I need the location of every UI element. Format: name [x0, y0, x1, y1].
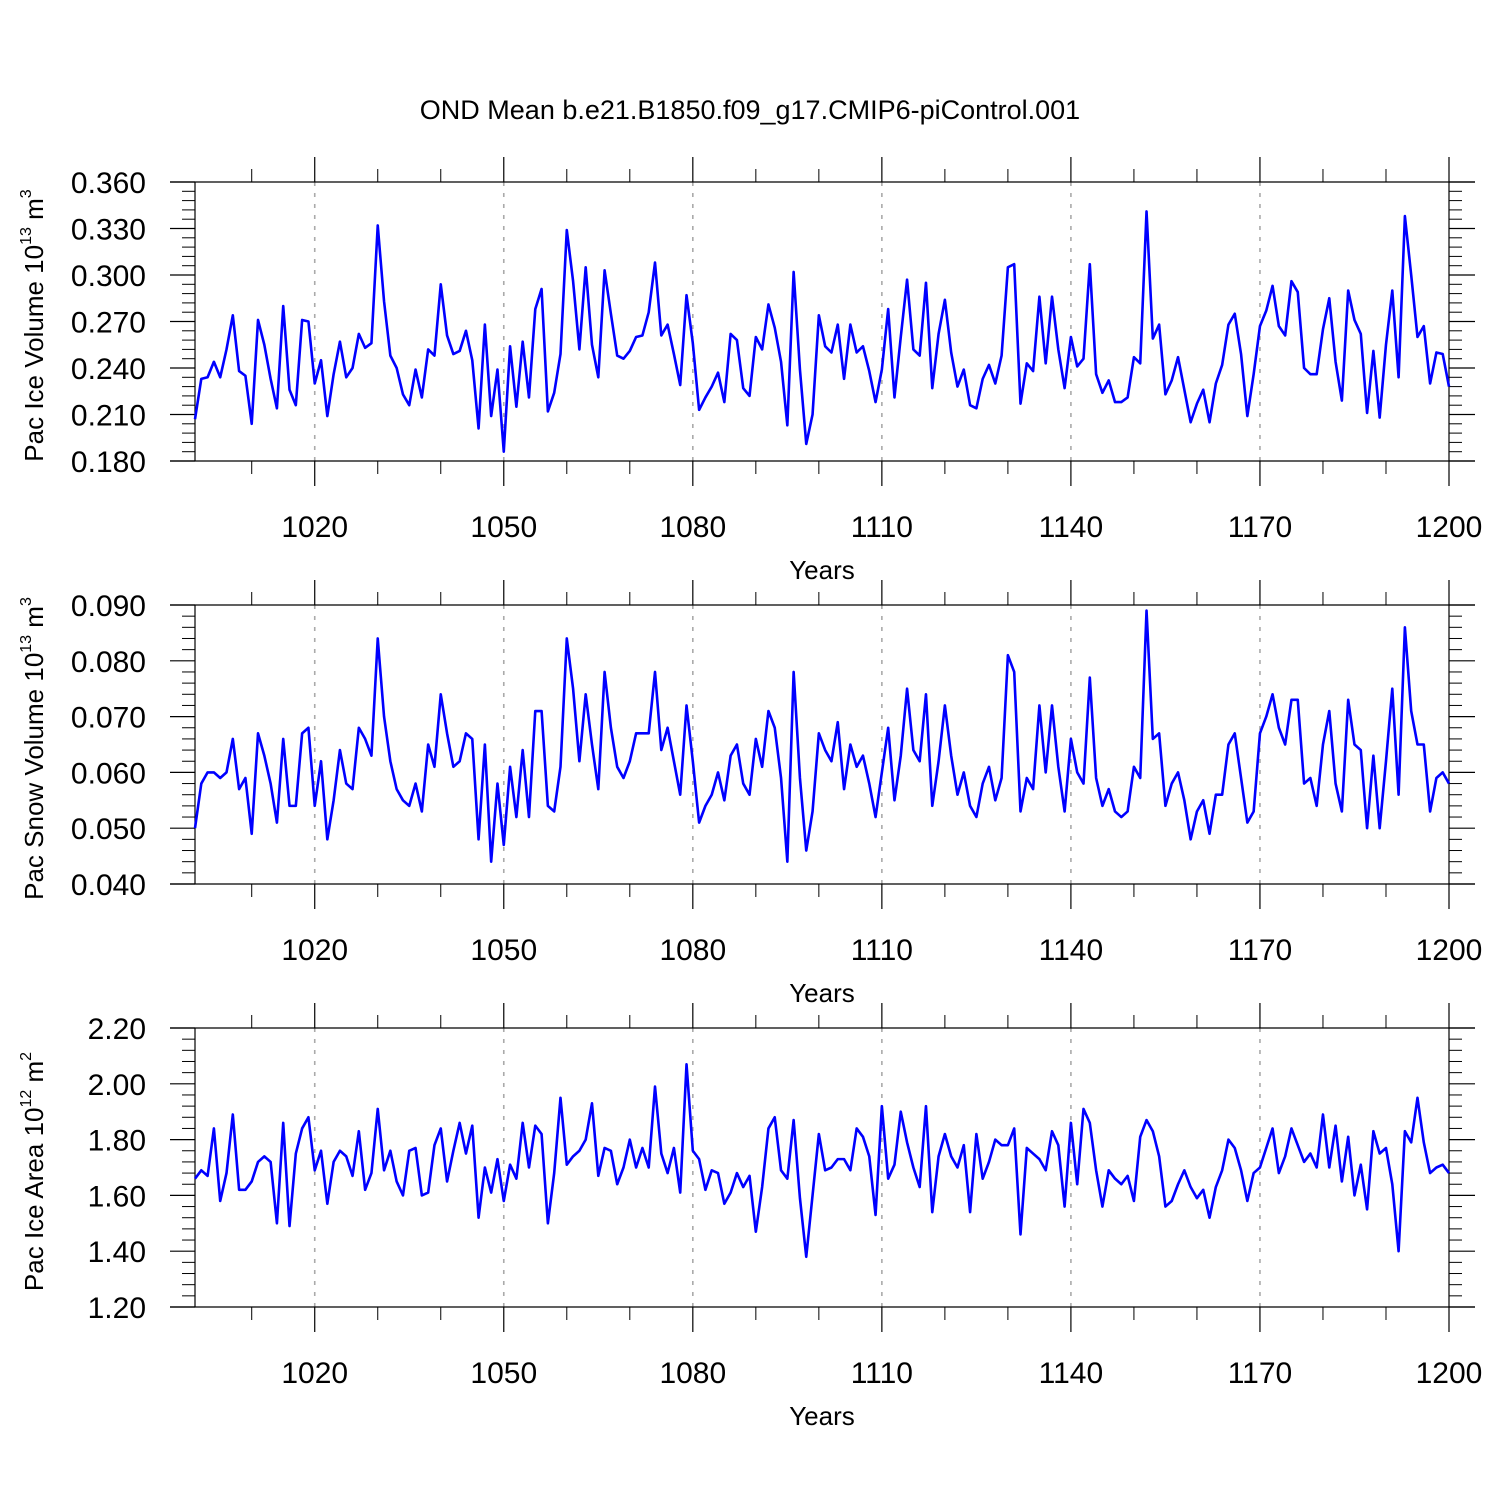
y-tick-label: 1.80	[88, 1125, 146, 1158]
y-axis-label-unit-exponent: 3	[18, 597, 35, 606]
x-tick-label: 1080	[659, 934, 726, 967]
y-axis-label-unit-exponent: 3	[18, 189, 35, 198]
x-tick-label: 1020	[281, 1357, 348, 1390]
y-axis-label-exponent: 13	[18, 635, 35, 653]
y-tick-label: 0.330	[71, 214, 146, 247]
y-tick-label: 0.060	[71, 757, 146, 790]
y-axis-label-unit: m	[19, 606, 49, 635]
y-tick-label: 0.270	[71, 307, 146, 340]
x-tick-label: 1110	[851, 511, 913, 544]
x-tick-label: 1140	[1039, 511, 1104, 544]
y-tick-label: 0.070	[71, 702, 146, 735]
y-tick-label: 0.080	[71, 646, 146, 679]
y-tick-label: 0.090	[71, 590, 146, 623]
y-tick-label: 2.00	[88, 1069, 146, 1102]
y-axis-label-unit-exponent: 2	[18, 1052, 35, 1061]
x-tick-label: 1050	[470, 934, 537, 967]
x-tick-label: 1080	[659, 1357, 726, 1390]
series-line-ice-volume	[193, 210, 1451, 454]
x-tick-label: 1020	[281, 934, 348, 967]
y-tick-label: 0.360	[71, 167, 146, 200]
y-tick-label: 0.180	[71, 446, 146, 479]
y-tick-label: 0.300	[71, 260, 146, 293]
y-axis-label-unit: m	[19, 1061, 49, 1090]
y-tick-label: 1.40	[88, 1236, 146, 1269]
x-tick-label: 1170	[1228, 1357, 1293, 1390]
y-axis-label: Pac Snow Volume 1013 m3	[18, 597, 49, 900]
y-tick-label: 0.050	[71, 813, 146, 846]
x-tick-label: 1140	[1039, 1357, 1104, 1390]
x-tick-label: 1050	[470, 1357, 537, 1390]
chart-title: OND Mean b.e21.B1850.f09_g17.CMIP6-piCon…	[420, 95, 1080, 125]
x-axis-label: Years	[789, 1401, 855, 1431]
y-axis-label-text: Pac Snow Volume 10	[19, 653, 49, 900]
x-tick-label: 1200	[1416, 511, 1483, 544]
panel-ice-volume: 0.180 0.210 0.240 0.270 0.300 0.330 0.360 1020 1…	[18, 157, 1482, 585]
x-tick-label: 1050	[470, 511, 537, 544]
y-axis-label-text: Pac Ice Volume 10	[19, 245, 49, 462]
x-axis-label: Years	[789, 555, 855, 585]
y-axis-label-exponent: 13	[18, 227, 35, 245]
x-tick-label: 1170	[1228, 511, 1293, 544]
x-tick-label: 1020	[281, 511, 348, 544]
series-line-ice-area	[193, 1062, 1451, 1259]
y-tick-label: 0.240	[71, 353, 146, 386]
y-tick-label: 2.20	[88, 1013, 146, 1046]
y-axis-label: Pac Ice Area 1012 m2	[18, 1052, 49, 1291]
y-tick-label: 0.210	[71, 400, 146, 433]
series-line-snow-volume	[193, 609, 1451, 863]
y-axis-label: Pac Ice Volume 1013 m3	[18, 189, 49, 462]
x-tick-label: 1170	[1228, 934, 1293, 967]
y-axis-label-text: Pac Ice Area 10	[19, 1108, 49, 1292]
y-axis-label-unit: m	[19, 198, 49, 227]
y-tick-label: 0.040	[71, 869, 146, 902]
panel-ice-area: 1.20 1.40 1.60 1.80 2.00 2.20 1020 1050 1080 1110…	[18, 1003, 1482, 1431]
panel-snow-volume: 0.040 0.050 0.060 0.070 0.080 0.090 1020 1050 10…	[18, 580, 1482, 1008]
x-tick-label: 1110	[851, 1357, 913, 1390]
x-tick-label: 1080	[659, 511, 726, 544]
x-tick-label: 1200	[1416, 1357, 1483, 1390]
y-axis-label-exponent: 12	[18, 1090, 35, 1108]
y-tick-label: 1.20	[88, 1292, 146, 1325]
x-tick-label: 1200	[1416, 934, 1483, 967]
x-axis-label: Years	[789, 978, 855, 1008]
x-tick-label: 1110	[851, 934, 913, 967]
x-tick-label: 1140	[1039, 934, 1104, 967]
y-tick-label: 1.60	[88, 1180, 146, 1213]
